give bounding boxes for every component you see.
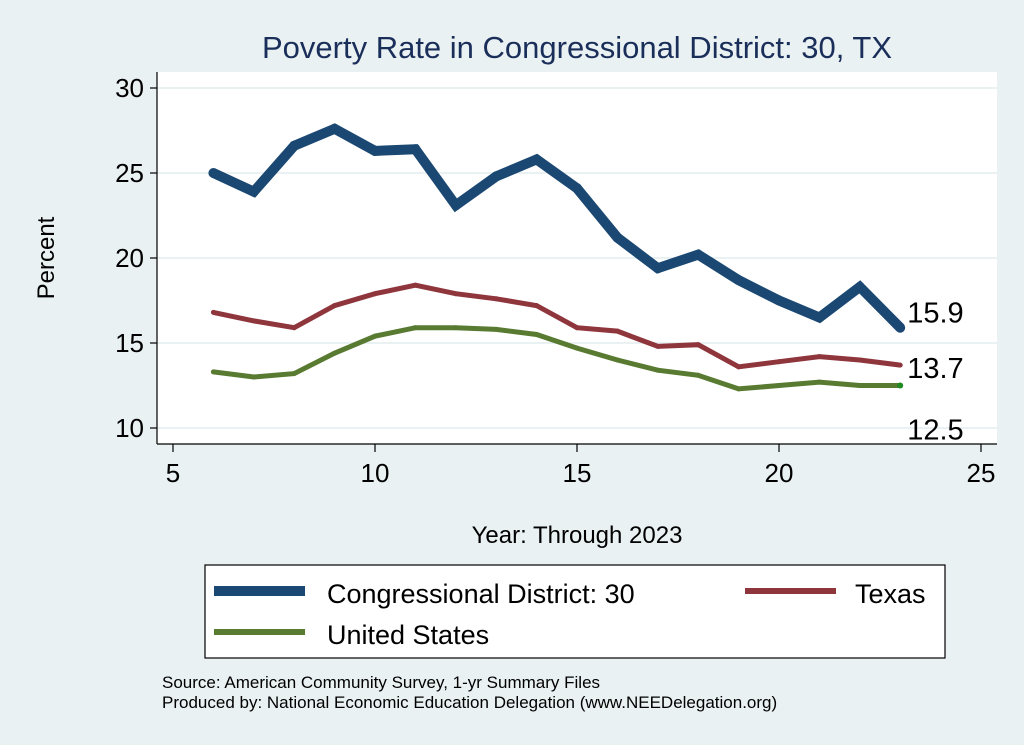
data-point-district [572, 183, 582, 194]
data-point-united-states [493, 326, 499, 332]
data-point-united-states [453, 325, 459, 331]
data-point-united-states [210, 369, 216, 375]
y-axis-ticks: 10 15 20 25 30 [115, 73, 157, 443]
data-point-united-states [372, 333, 378, 339]
data-point-texas [453, 291, 459, 297]
data-point-united-states [412, 325, 418, 331]
data-point-united-states [251, 374, 257, 380]
data-point-district [733, 275, 744, 286]
y-tick-label: 25 [115, 158, 144, 188]
series-line-district [211, 123, 904, 332]
series-layer [208, 123, 906, 392]
data-point-texas [897, 362, 903, 368]
y-tick-label: 15 [115, 328, 144, 358]
data-point-united-states [534, 332, 540, 337]
data-point-district [450, 200, 461, 211]
x-axis-ticks: 5 10 15 20 25 [166, 444, 996, 488]
end-marker-united-states [897, 382, 904, 389]
data-point-texas [574, 325, 580, 331]
x-tick-label: 15 [563, 458, 592, 488]
data-point-united-states [695, 372, 701, 378]
data-point-united-states [291, 371, 297, 377]
series-line-united-states [213, 325, 901, 392]
legend-box [204, 564, 946, 659]
chart-title: Poverty Rate in Congressional District: … [262, 30, 892, 65]
y-tick-label: 10 [115, 413, 144, 443]
x-tick-label: 20 [765, 458, 794, 488]
data-point-texas [251, 318, 257, 324]
data-point-united-states [816, 379, 822, 385]
data-point-united-states [736, 386, 742, 392]
data-point-united-states [857, 383, 863, 388]
data-point-district [854, 281, 865, 292]
data-point-district [612, 232, 623, 243]
data-point-district [289, 140, 300, 151]
data-point-texas [655, 343, 661, 349]
data-point-texas [614, 328, 620, 334]
data-point-district [895, 322, 906, 333]
end-label-texas: 13.7 [907, 353, 963, 385]
x-tick-label: 25 [967, 458, 996, 488]
data-point-district [652, 263, 663, 274]
data-point-texas [534, 303, 540, 309]
legend-label-us: United States [327, 620, 489, 650]
data-point-united-states [574, 345, 580, 351]
data-point-district [370, 145, 380, 156]
y-axis-title: Percent [33, 216, 60, 299]
x-axis-title: Year: Through 2023 [472, 522, 683, 549]
data-point-texas [412, 282, 418, 288]
data-point-district [693, 249, 704, 260]
data-point-texas [816, 354, 822, 360]
end-label-united-states: 12.5 [907, 415, 963, 447]
data-point-texas [332, 303, 338, 309]
data-point-united-states [776, 383, 782, 388]
data-point-texas [291, 325, 297, 331]
data-point-texas [372, 291, 378, 297]
data-point-district [208, 168, 219, 178]
end-labels: 15.9 13.7 12.5 [907, 298, 963, 447]
data-point-district [814, 312, 825, 323]
data-point-united-states [655, 367, 661, 373]
gridlines [157, 87, 997, 429]
legend: Congressional District: 30 Texas United … [204, 564, 946, 659]
data-point-district [491, 171, 502, 182]
data-point-texas [736, 364, 742, 370]
data-point-district [774, 295, 784, 306]
data-point-district [329, 123, 340, 134]
end-label-district: 15.9 [907, 298, 963, 330]
data-point-texas [695, 342, 701, 348]
legend-label-texas: Texas [855, 579, 926, 609]
source-note: Source: American Community Survey, 1-yr … [162, 673, 600, 692]
x-tick-label: 10 [361, 458, 390, 488]
data-point-district [248, 186, 259, 197]
data-point-district [531, 154, 542, 165]
data-point-district [410, 144, 421, 155]
data-point-united-states [332, 350, 338, 356]
legend-label-district: Congressional District: 30 [327, 579, 635, 609]
y-tick-label: 20 [115, 243, 144, 273]
x-tick-label: 5 [166, 458, 180, 488]
data-point-texas [857, 357, 863, 363]
data-point-united-states [614, 357, 620, 363]
series-line-texas [212, 282, 901, 370]
y-tick-label: 30 [115, 73, 144, 103]
data-point-texas [210, 309, 216, 315]
data-point-texas [493, 296, 499, 302]
producer-note: Produced by: National Economic Education… [162, 693, 777, 712]
data-point-texas [776, 359, 782, 365]
